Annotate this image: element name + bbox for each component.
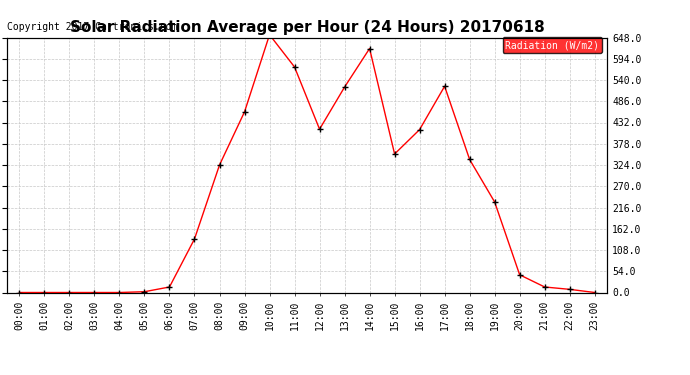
Title: Solar Radiation Average per Hour (24 Hours) 20170618: Solar Radiation Average per Hour (24 Hou… xyxy=(70,20,544,35)
Text: Copyright 2017 Cartronics.com: Copyright 2017 Cartronics.com xyxy=(7,22,177,32)
Legend: Radiation (W/m2): Radiation (W/m2) xyxy=(502,37,602,53)
